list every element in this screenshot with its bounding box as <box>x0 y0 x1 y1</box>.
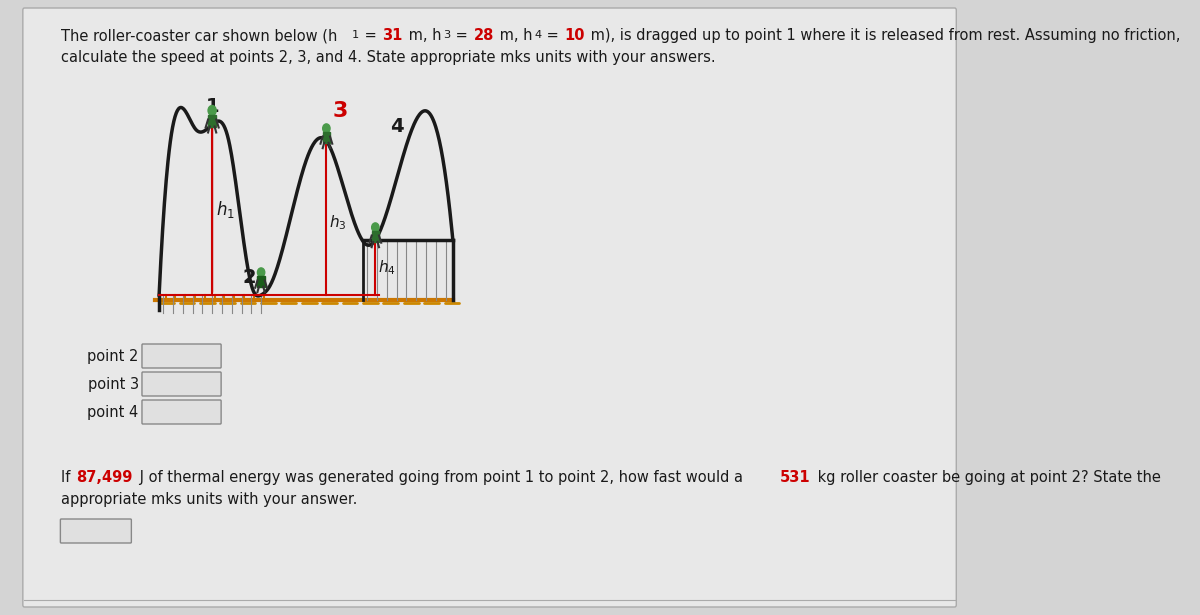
Text: 10: 10 <box>564 28 584 43</box>
Text: =: = <box>360 28 382 43</box>
FancyBboxPatch shape <box>23 8 956 607</box>
Text: $h_3$: $h_3$ <box>329 213 347 232</box>
Text: J of thermal energy was generated going from point 1 to point 2, how fast would : J of thermal energy was generated going … <box>136 470 748 485</box>
Text: appropriate mks units with your answer.: appropriate mks units with your answer. <box>61 492 358 507</box>
Text: 31: 31 <box>383 28 403 43</box>
Text: $h_1$: $h_1$ <box>216 199 235 220</box>
Text: 4: 4 <box>534 30 541 40</box>
Circle shape <box>323 124 330 133</box>
Circle shape <box>372 223 379 232</box>
Text: 2: 2 <box>242 268 256 287</box>
Bar <box>258 276 265 287</box>
Text: m, h: m, h <box>494 28 533 43</box>
Text: point 2: point 2 <box>88 349 139 363</box>
Bar <box>208 114 216 127</box>
Text: 531: 531 <box>780 470 811 485</box>
Text: =: = <box>451 28 473 43</box>
FancyBboxPatch shape <box>60 519 131 543</box>
Text: point 4: point 4 <box>88 405 139 419</box>
Text: The roller-coaster car shown below (h: The roller-coaster car shown below (h <box>61 28 337 43</box>
Circle shape <box>258 268 265 277</box>
FancyBboxPatch shape <box>142 344 221 368</box>
Text: 1: 1 <box>352 30 360 40</box>
Text: point 3: point 3 <box>88 376 139 392</box>
Text: m), is dragged up to point 1 where it is released from rest. Assuming no frictio: m), is dragged up to point 1 where it is… <box>586 28 1181 43</box>
Text: 3: 3 <box>443 30 450 40</box>
FancyBboxPatch shape <box>142 372 221 396</box>
Bar <box>372 231 379 242</box>
Text: 3: 3 <box>332 101 348 121</box>
FancyBboxPatch shape <box>142 400 221 424</box>
Text: m, h: m, h <box>403 28 442 43</box>
Text: 4: 4 <box>390 117 403 136</box>
Text: If: If <box>61 470 76 485</box>
Text: kg roller coaster be going at point 2? State the: kg roller coaster be going at point 2? S… <box>812 470 1160 485</box>
Text: 87,499: 87,499 <box>76 470 132 485</box>
Text: =: = <box>542 28 563 43</box>
Text: 28: 28 <box>473 28 493 43</box>
Text: $h_4$: $h_4$ <box>378 258 396 277</box>
Text: calculate the speed at points 2, 3, and 4. State appropriate mks units with your: calculate the speed at points 2, 3, and … <box>61 50 716 65</box>
Circle shape <box>208 106 216 116</box>
Text: 1: 1 <box>205 97 218 116</box>
Bar <box>323 132 330 143</box>
